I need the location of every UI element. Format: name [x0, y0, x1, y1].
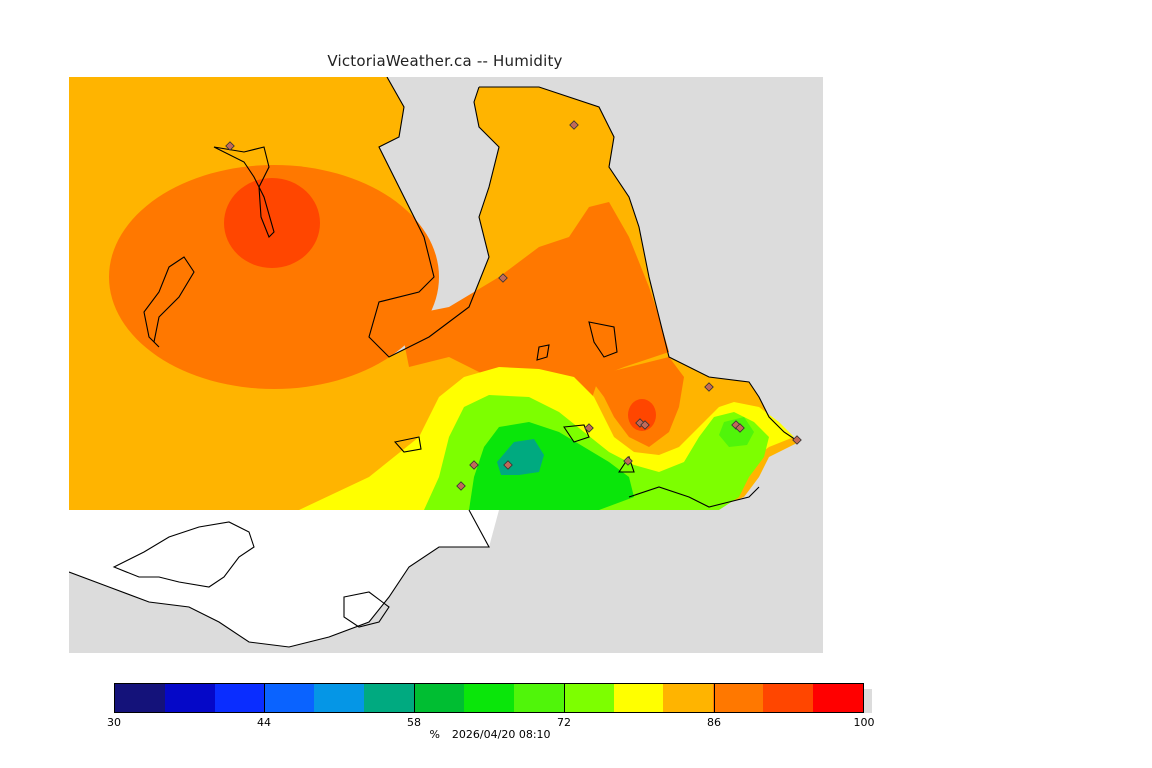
- station-marker: [735, 423, 745, 433]
- legend-tick-label: 72: [557, 716, 571, 729]
- station-marker: [469, 460, 479, 470]
- legend-tick-line: [264, 683, 265, 713]
- legend-swatch: [513, 684, 564, 712]
- legend-tick-line: [564, 683, 565, 713]
- legend-swatch: [414, 684, 465, 712]
- chart-title: VictoriaWeather.ca -- Humidity: [327, 52, 563, 70]
- legend-swatch: [713, 684, 764, 712]
- coastlines: [69, 77, 800, 648]
- station-marker: [623, 456, 633, 466]
- legend-swatch: [115, 684, 165, 712]
- contour-93-channel: [399, 202, 669, 427]
- legend-color-bar: [114, 683, 864, 713]
- station-marker: [456, 481, 466, 491]
- legend-swatch: [613, 684, 664, 712]
- station-marker: [640, 420, 650, 430]
- station-marker: [498, 273, 508, 283]
- legend-swatch: [364, 684, 415, 712]
- station-marker: [584, 423, 594, 433]
- station-markers: [225, 120, 802, 491]
- legend-tick-line: [414, 683, 415, 713]
- legend-tick-label: 30: [107, 716, 121, 729]
- legend-swatch: [214, 684, 265, 712]
- station-marker: [503, 460, 513, 470]
- contour-65-green: [469, 422, 634, 510]
- map-svg: [69, 77, 823, 653]
- humidity-map: [69, 77, 823, 653]
- legend-swatch: [763, 684, 814, 712]
- legend-tick-label: 100: [853, 716, 875, 729]
- legend-swatch: [464, 684, 514, 712]
- legend-swatch: [563, 684, 614, 712]
- contour-93-left-blob: [109, 165, 439, 389]
- contour-65-green-east: [719, 417, 754, 447]
- legend-caption: % 2026/04/20 08:10: [0, 728, 980, 741]
- legend-swatch: [663, 684, 714, 712]
- legend-tick-label: 58: [407, 716, 421, 729]
- legend-timestamp: 2026/04/20 08:10: [451, 728, 551, 741]
- legend-tick-label: 86: [707, 716, 721, 729]
- legend-swatch: [264, 684, 315, 712]
- station-marker: [704, 382, 714, 392]
- outside-domain-region: [69, 510, 499, 647]
- legend-swatch: [314, 684, 365, 712]
- station-marker: [225, 141, 235, 151]
- legend-tick-label: 44: [257, 716, 271, 729]
- legend-unit: %: [429, 728, 440, 741]
- color-legend: 30 44 58 72 86 100: [107, 683, 875, 733]
- station-marker: [569, 120, 579, 130]
- contour-96-core-south: [628, 399, 656, 431]
- station-marker: [792, 435, 802, 445]
- legend-swatch: [164, 684, 215, 712]
- legend-swatch: [813, 684, 863, 712]
- legend-tick-line: [714, 683, 715, 713]
